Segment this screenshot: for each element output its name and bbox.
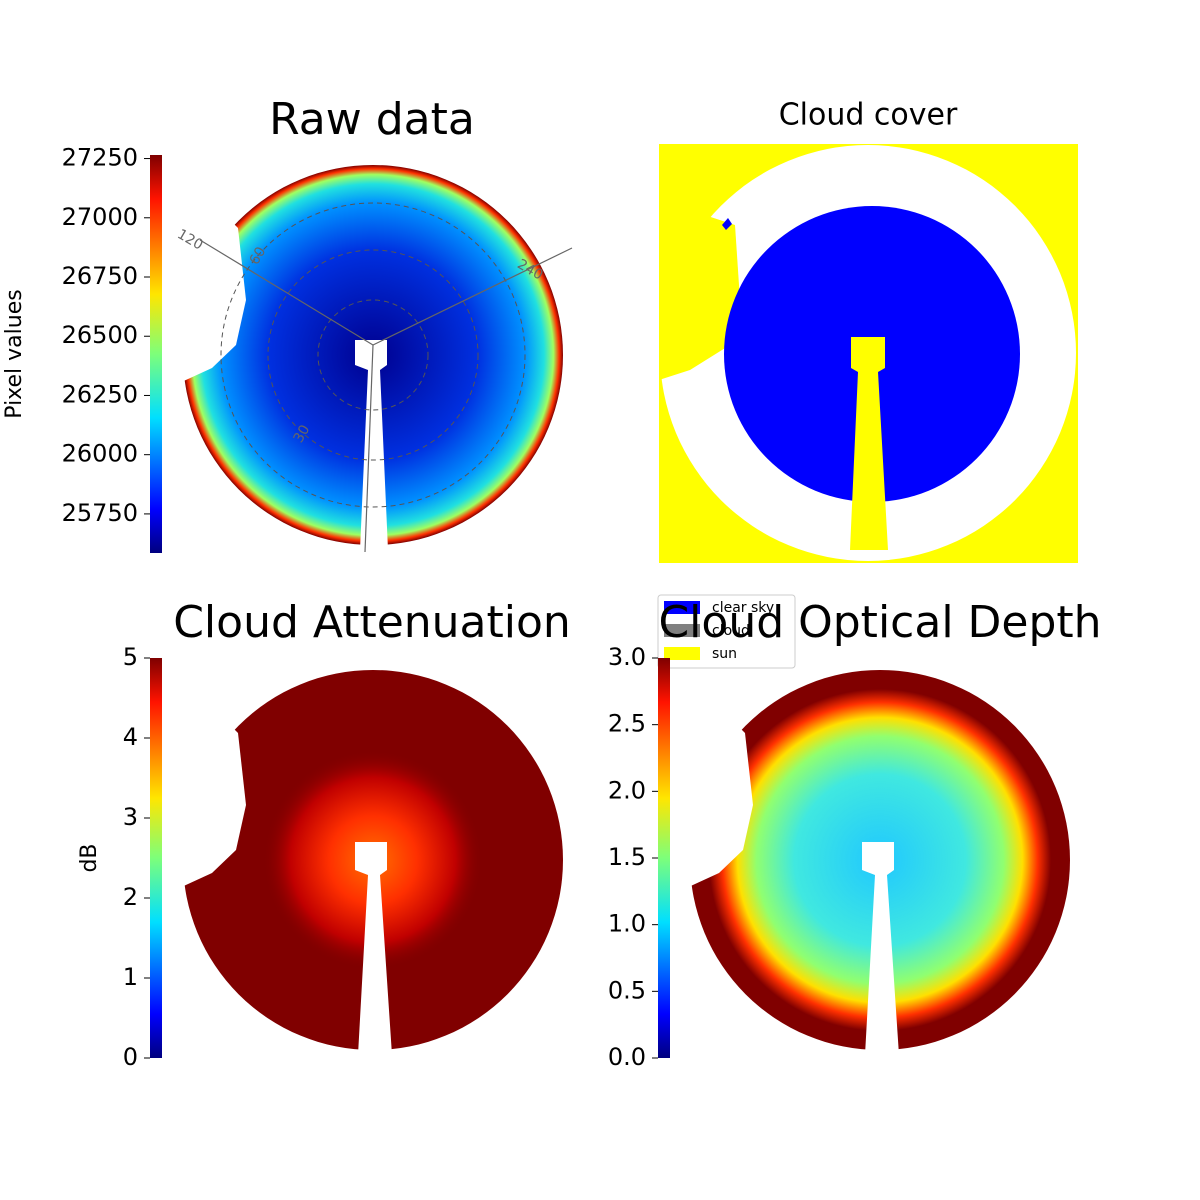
colorbar-tick-label: 3.0 — [608, 643, 646, 671]
panel-title: Cloud Optical Depth — [658, 597, 1101, 648]
panel-title: Cloud Attenuation — [173, 597, 571, 648]
colorbar-tick-label: 1.0 — [608, 910, 646, 938]
cloud-cover-image — [659, 144, 1078, 563]
legend-label: sun — [712, 646, 737, 662]
legend-swatch — [664, 601, 700, 614]
colorbar-tick-label: 26250 — [62, 380, 138, 408]
legend-swatch — [664, 647, 700, 660]
colorbar-tick-label: 27250 — [62, 144, 138, 172]
attenuation-image — [170, 665, 563, 1055]
colorbar-tick-label: 26500 — [62, 321, 138, 349]
panel-title: Raw data — [269, 94, 475, 145]
colorbar — [150, 155, 162, 553]
colorbar — [658, 658, 670, 1058]
colorbar-label: Pixel values — [2, 289, 27, 418]
panel-title: Cloud cover — [779, 98, 958, 133]
colorbar-tick-label: 25750 — [62, 499, 138, 527]
colorbar-tick-label: 2.0 — [608, 776, 646, 804]
colorbar-tick-label: 4 — [123, 723, 138, 751]
legend-label: clear sky — [712, 600, 774, 616]
colorbar-label: dB — [77, 843, 102, 872]
polar-annotation: 60 — [247, 244, 270, 267]
cod-image — [677, 665, 1070, 1055]
polar-annotation: 30 — [291, 422, 314, 445]
raw-image — [170, 160, 573, 553]
colorbar-tick-label: 3 — [123, 803, 138, 831]
colorbar-tick-label: 0 — [123, 1043, 138, 1071]
colorbar-tick-label: 5 — [123, 643, 138, 671]
colorbar-tick-label: 26000 — [62, 440, 138, 468]
colorbar-tick-label: 0.5 — [608, 976, 646, 1004]
colorbar-tick-label: 0.0 — [608, 1043, 646, 1071]
legend-swatch — [664, 624, 700, 637]
colorbar-tick-label: 2.5 — [608, 710, 646, 738]
colorbar-tick-label: 26750 — [62, 262, 138, 290]
colorbar-tick-label: 1 — [123, 963, 138, 991]
colorbar-tick-label: 27000 — [62, 203, 138, 231]
colorbar — [150, 658, 162, 1058]
legend-label: cloud — [712, 623, 750, 639]
colorbar-tick-label: 1.5 — [608, 843, 646, 871]
colorbar-tick-label: 2 — [123, 883, 138, 911]
